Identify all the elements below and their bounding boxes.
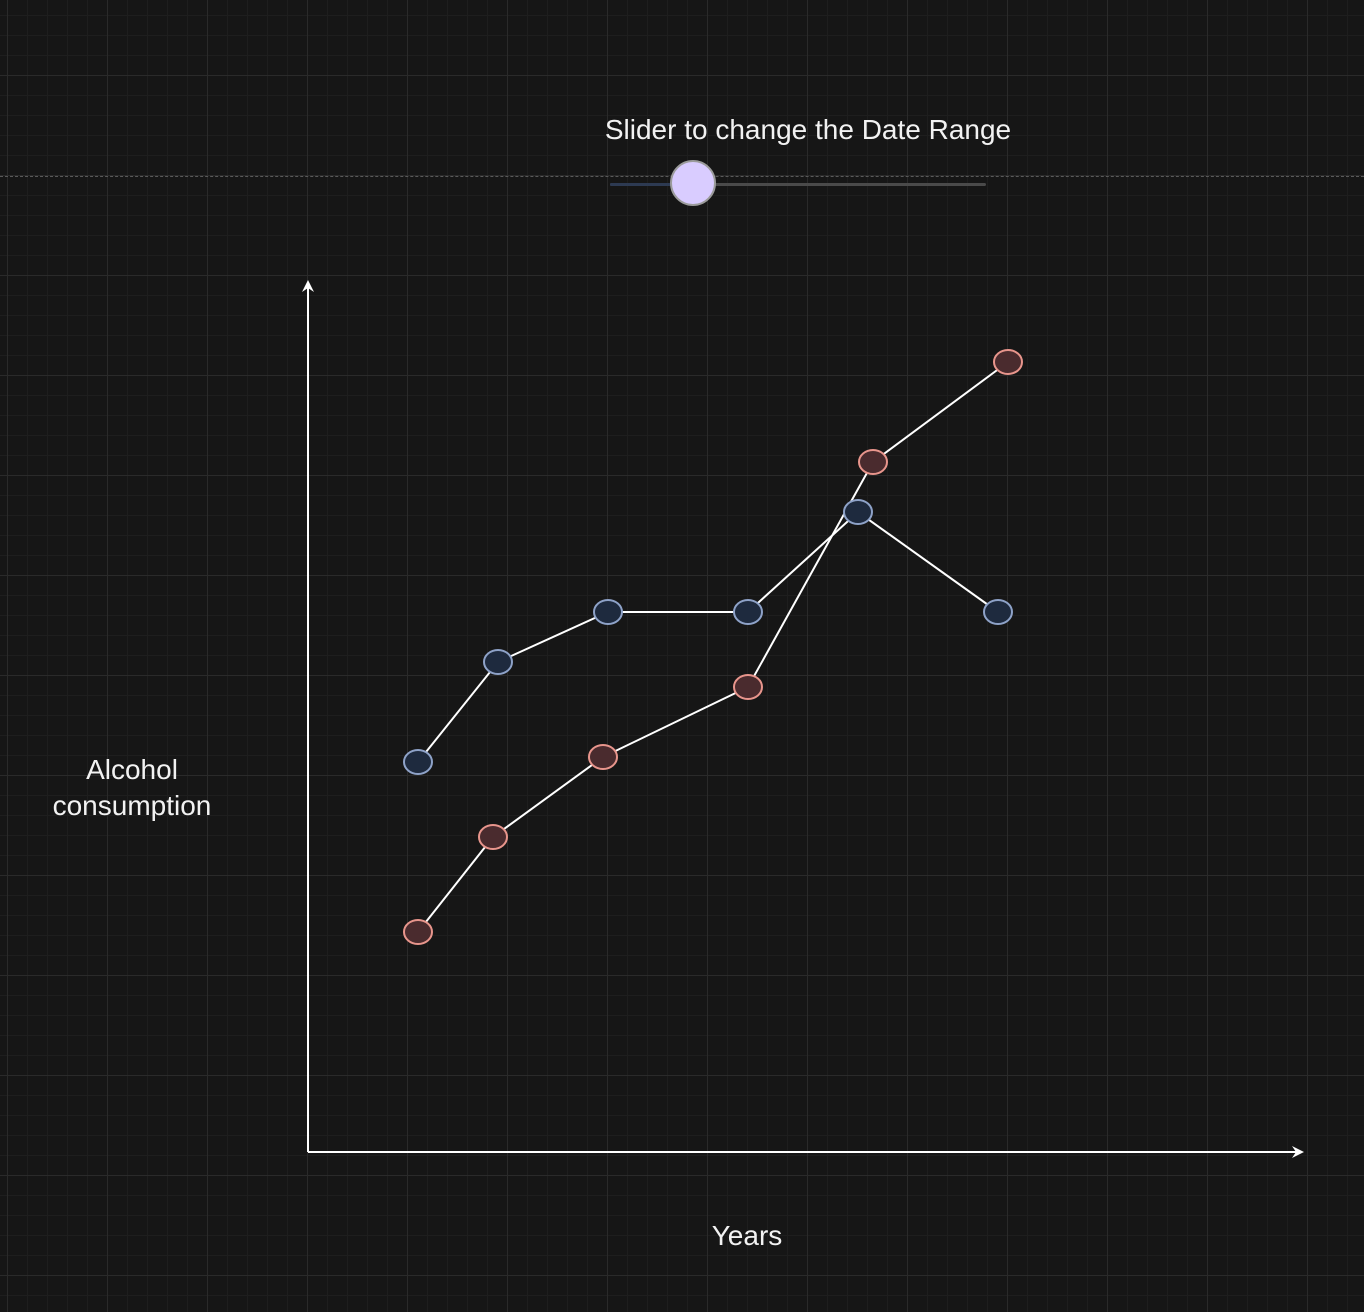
series-1-point-1 bbox=[403, 749, 433, 775]
series-1-point-6 bbox=[983, 599, 1013, 625]
series-2-point-6 bbox=[993, 349, 1023, 375]
y-axis-label: Alcohol consumption bbox=[52, 754, 212, 821]
slider-fill bbox=[610, 183, 693, 186]
series-2-point-3 bbox=[588, 744, 618, 770]
series-1-point-5 bbox=[843, 499, 873, 525]
slider-track[interactable] bbox=[610, 183, 986, 186]
slider-label: Slider to change the Date Range bbox=[604, 114, 1012, 145]
series-2-point-2 bbox=[478, 824, 508, 850]
series-1-point-4 bbox=[733, 599, 763, 625]
series-2-point-5 bbox=[858, 449, 888, 475]
series-2-point-1 bbox=[403, 919, 433, 945]
series-2-point-4 bbox=[733, 674, 763, 700]
series-1-point-3 bbox=[593, 599, 623, 625]
x-axis-label: Years bbox=[711, 1220, 783, 1251]
series-2-line bbox=[417, 361, 1009, 933]
series-1-line bbox=[417, 510, 999, 763]
series-1-point-2 bbox=[483, 649, 513, 675]
slider-thumb[interactable] bbox=[669, 160, 716, 206]
date-range-slider[interactable] bbox=[610, 160, 986, 208]
series-layer bbox=[403, 349, 1023, 945]
